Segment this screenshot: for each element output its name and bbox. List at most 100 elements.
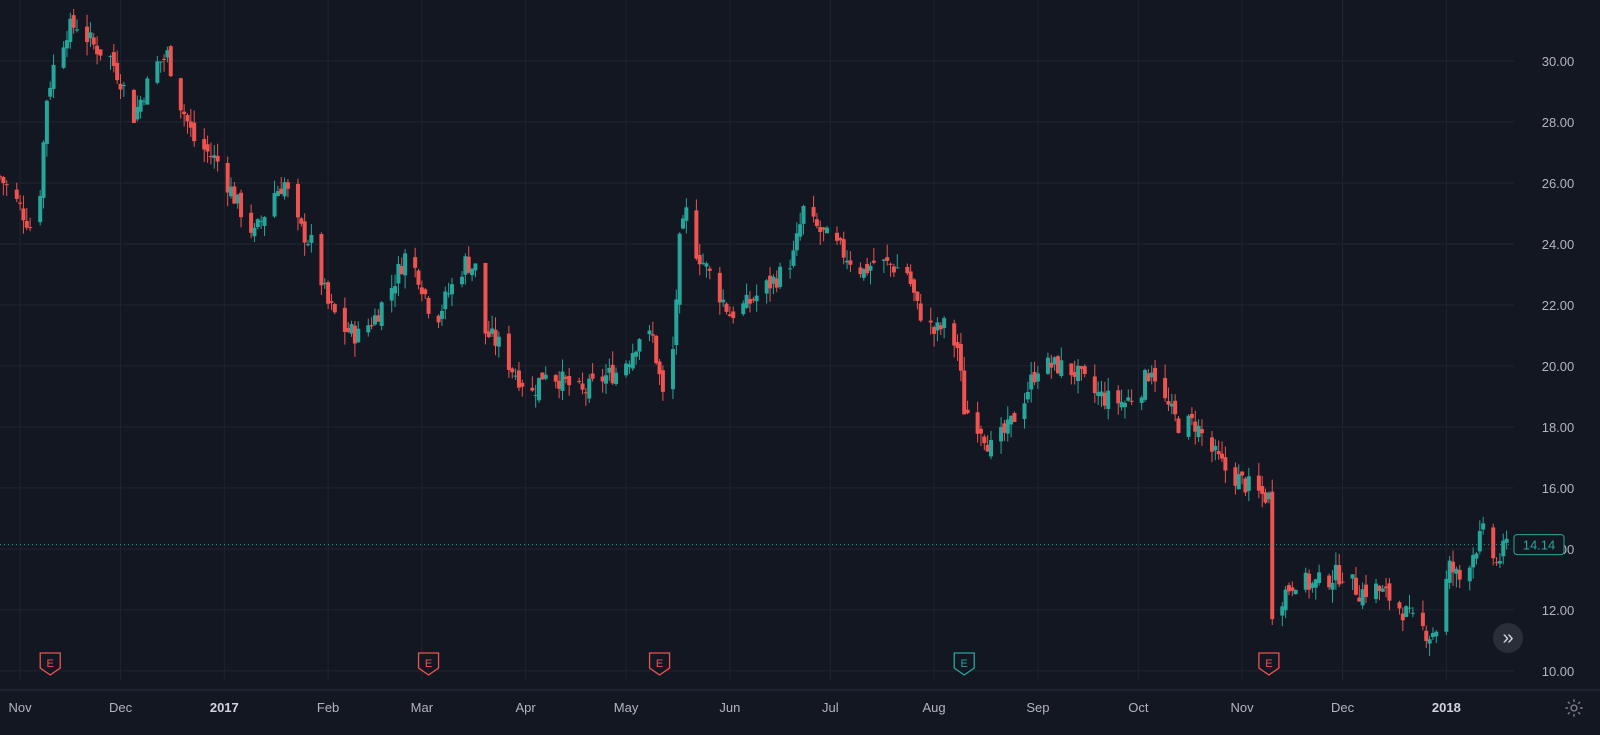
- candle-body: [1236, 474, 1241, 490]
- candle-body: [1032, 371, 1037, 383]
- candle-body: [540, 372, 545, 380]
- candle-body: [185, 114, 190, 122]
- candle-body: [64, 40, 69, 49]
- candle-body: [858, 267, 863, 275]
- candle-body: [483, 263, 488, 334]
- candle-body: [647, 330, 652, 335]
- candle-body: [707, 268, 712, 271]
- candle-body: [1363, 584, 1368, 598]
- candle-body: [299, 218, 304, 224]
- candle-body: [1477, 531, 1482, 552]
- candle-body: [654, 335, 659, 364]
- candle-body: [1333, 564, 1338, 581]
- candle-body: [162, 58, 167, 60]
- candle-body: [419, 287, 424, 295]
- candle-body: [366, 325, 371, 333]
- gear-icon[interactable]: [1563, 697, 1585, 719]
- earnings-badge-shape: [953, 652, 975, 676]
- candle-body: [962, 370, 967, 415]
- double-chevron-right-icon[interactable]: »: [1502, 626, 1514, 649]
- candle-body: [657, 361, 662, 375]
- candle-body: [624, 363, 629, 376]
- candle-body: [202, 138, 207, 150]
- candle-body: [577, 380, 582, 382]
- earnings-marker[interactable]: E: [417, 652, 440, 676]
- candle-body: [583, 392, 588, 394]
- candle-body: [814, 219, 819, 227]
- candle-body: [165, 50, 170, 58]
- candle-body: [21, 208, 26, 221]
- candle-body: [38, 196, 43, 223]
- candle-body: [275, 191, 280, 196]
- candle-body: [255, 219, 260, 228]
- candle-body: [158, 61, 163, 63]
- candle-body: [905, 266, 910, 274]
- earnings-marker[interactable]: E: [39, 652, 61, 676]
- candle-body: [1340, 581, 1345, 583]
- candle-body: [1327, 575, 1332, 588]
- candle-body: [1122, 402, 1127, 408]
- candle-body: [1002, 423, 1007, 433]
- candle-body: [1350, 574, 1355, 579]
- time-axis[interactable]: Nov Dec 2017 Feb Mar Apr May Jun Jul Aug Sep Oct Nov…: [0, 689, 1600, 715]
- candle-body: [1303, 572, 1308, 590]
- earnings-marker[interactable]: E: [1258, 652, 1280, 676]
- candle-body: [838, 238, 843, 241]
- candle-body: [560, 371, 565, 391]
- candle-body: [741, 303, 746, 315]
- candle-body: [1313, 579, 1318, 588]
- candle-body: [1310, 583, 1315, 588]
- candle-body: [460, 276, 465, 285]
- candle-body: [252, 227, 257, 237]
- candle-body: [329, 301, 334, 303]
- candle-body: [1256, 475, 1261, 491]
- candle-body: [51, 64, 56, 89]
- candle-body: [630, 353, 635, 369]
- candle-body: [423, 289, 428, 295]
- candle-body: [952, 323, 957, 346]
- scroll-to-realtime-button[interactable]: »: [1493, 623, 1523, 653]
- candle-body: [356, 328, 361, 343]
- earnings-marker[interactable]: E: [648, 652, 671, 676]
- candle-body: [225, 162, 230, 193]
- candle-body: [1260, 486, 1265, 494]
- candle-body: [1209, 437, 1214, 452]
- earnings-marker[interactable]: E: [953, 652, 975, 676]
- candle-body: [75, 29, 80, 31]
- candle-body: [932, 327, 937, 334]
- price-tick-label: 28.00: [1542, 115, 1575, 130]
- candle-body: [680, 218, 685, 229]
- candle-body: [1176, 418, 1181, 433]
- time-tick-label: 2017: [210, 700, 239, 715]
- candle-body: [530, 387, 535, 391]
- candle-body: [1424, 630, 1429, 642]
- candle-body: [416, 270, 421, 285]
- candle-body: [1266, 492, 1271, 500]
- candle-body: [794, 233, 799, 251]
- price-tick-label: 22.00: [1542, 298, 1575, 313]
- candle-body: [747, 298, 752, 304]
- candle-body: [0, 176, 2, 178]
- price-axis[interactable]: 30.00 28.00 26.00 24.00 22.00 20.00 18.00 16.00…: [1542, 54, 1575, 679]
- candle-body: [178, 78, 183, 111]
- candle-body: [1447, 560, 1452, 583]
- candle-body: [824, 227, 829, 234]
- candle-body: [918, 303, 923, 321]
- candle-body: [28, 227, 33, 229]
- time-tick-label: Dec: [109, 700, 133, 715]
- candle-body: [1454, 568, 1459, 574]
- candle-body: [155, 61, 160, 83]
- candle-body: [138, 99, 143, 112]
- candle-body: [1307, 573, 1312, 590]
- candle-body: [1374, 583, 1379, 600]
- earnings-badge-shape: [39, 652, 61, 676]
- candle-body: [1420, 612, 1425, 627]
- price-tick-label: 26.00: [1542, 176, 1575, 191]
- candle-body: [684, 207, 689, 221]
- candle-body: [764, 280, 769, 294]
- candle-body: [590, 373, 595, 379]
- candle-body: [399, 265, 404, 275]
- candle-body: [449, 284, 454, 295]
